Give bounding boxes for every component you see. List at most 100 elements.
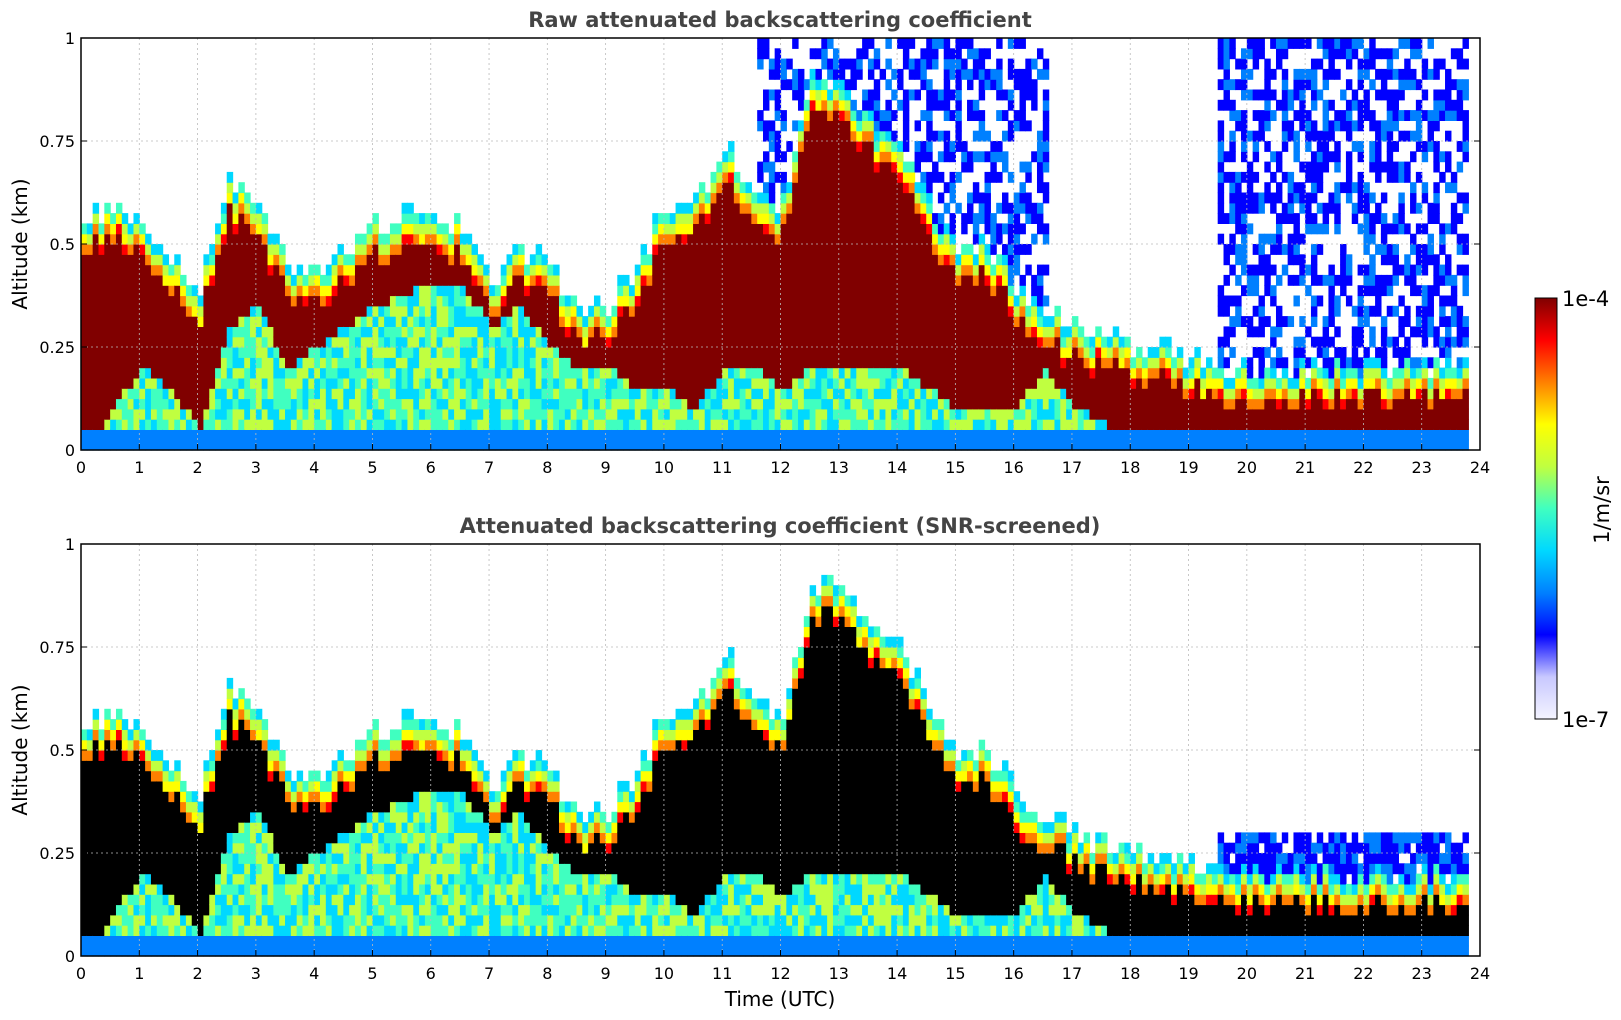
heat-cell	[1246, 161, 1254, 173]
heat-cell	[232, 336, 239, 348]
heat-cell	[197, 408, 205, 420]
heat-cell	[1345, 419, 1353, 430]
heat-cell	[972, 419, 980, 430]
heat-cell	[920, 202, 927, 214]
heat-cell	[1270, 192, 1277, 204]
heat-cell	[739, 192, 747, 204]
heat-cell	[687, 305, 694, 317]
heat-cell	[797, 285, 805, 297]
heat-cell	[897, 377, 904, 389]
heat-cell	[401, 295, 409, 307]
heat-cell	[1194, 429, 1201, 441]
heat-cell	[308, 439, 315, 451]
heat-cell	[1316, 161, 1324, 173]
heat-cell	[267, 326, 274, 338]
heat-cell	[1066, 336, 1073, 348]
heat-cell	[238, 182, 245, 194]
heat-cell	[232, 202, 239, 214]
heat-cell	[617, 398, 624, 410]
heat-cell	[518, 367, 525, 379]
heat-cell	[885, 388, 892, 400]
heat-cell	[646, 326, 653, 338]
heat-cell	[722, 254, 729, 266]
heat-cell	[996, 89, 1003, 101]
heat-cell	[1124, 398, 1131, 410]
heat-cell	[529, 264, 537, 276]
heat-cell	[693, 316, 700, 327]
heat-cell	[897, 264, 904, 276]
heat-cell	[185, 408, 193, 420]
heat-cell	[325, 408, 333, 420]
heat-cell	[728, 254, 735, 266]
heat-cell	[640, 336, 648, 348]
heat-cell	[838, 326, 846, 338]
heat-cell	[1217, 233, 1225, 245]
heat-cell	[698, 182, 706, 194]
heat-cell	[1095, 439, 1102, 451]
heat-cell	[1153, 398, 1160, 410]
heat-cell	[984, 419, 991, 430]
heat-cell	[937, 285, 945, 297]
heat-cell	[407, 295, 414, 307]
heat-cell	[1054, 398, 1061, 410]
heat-cell	[1206, 439, 1213, 451]
heat-cell	[1025, 429, 1032, 441]
heat-cell	[623, 439, 630, 451]
heat-cell	[442, 357, 449, 369]
heat-cell	[792, 316, 799, 327]
heat-cell	[378, 388, 385, 400]
heat-cell	[209, 326, 216, 338]
heat-cell	[710, 254, 717, 266]
heat-cell	[86, 264, 94, 276]
heat-cell	[436, 254, 444, 266]
heat-cell	[809, 264, 817, 276]
heat-cell	[862, 357, 869, 369]
heat-cell	[220, 377, 228, 389]
heat-cell	[1334, 326, 1341, 338]
heat-cell	[541, 254, 548, 266]
heat-cell	[535, 254, 543, 266]
heat-cell	[255, 316, 263, 327]
heat-cell	[1042, 58, 1050, 70]
heat-cell	[389, 398, 397, 410]
heat-cell	[372, 377, 379, 389]
heat-cell	[932, 99, 939, 111]
heat-cell	[1305, 439, 1312, 451]
heat-cell	[471, 316, 478, 327]
heat-cell	[902, 264, 910, 276]
heat-cell	[1188, 408, 1195, 420]
heat-cell	[343, 305, 350, 317]
heat-cell	[786, 285, 793, 297]
heat-cell	[623, 377, 630, 389]
heat-cell	[1252, 141, 1260, 152]
heat-cell	[710, 285, 717, 297]
heat-cell	[215, 295, 222, 307]
heat-cell	[576, 347, 583, 358]
heat-cell	[1345, 120, 1353, 132]
heat-cell	[704, 419, 712, 430]
heat-cell	[1328, 316, 1335, 327]
heat-cell	[978, 347, 986, 358]
heat-cell	[215, 264, 222, 276]
heat-cell	[617, 295, 624, 307]
heat-cell	[250, 295, 257, 307]
heat-cell	[733, 285, 741, 297]
heat-cell	[424, 367, 432, 379]
heat-cell	[780, 429, 787, 441]
heat-cell	[343, 254, 350, 266]
heat-cell	[978, 398, 986, 410]
heat-cell	[209, 439, 216, 451]
heat-cell	[238, 244, 245, 255]
heat-cell	[634, 408, 642, 420]
heat-cell	[739, 336, 747, 348]
heat-cell	[1095, 336, 1102, 348]
heat-cell	[1235, 305, 1242, 317]
heat-cell	[943, 439, 951, 451]
heat-cell	[1019, 38, 1026, 49]
heat-cell	[1316, 38, 1324, 49]
heat-cell	[430, 336, 438, 348]
heat-cell	[710, 388, 717, 400]
heat-cell	[803, 408, 811, 420]
heat-cell	[838, 316, 846, 327]
heat-cell	[978, 377, 986, 389]
